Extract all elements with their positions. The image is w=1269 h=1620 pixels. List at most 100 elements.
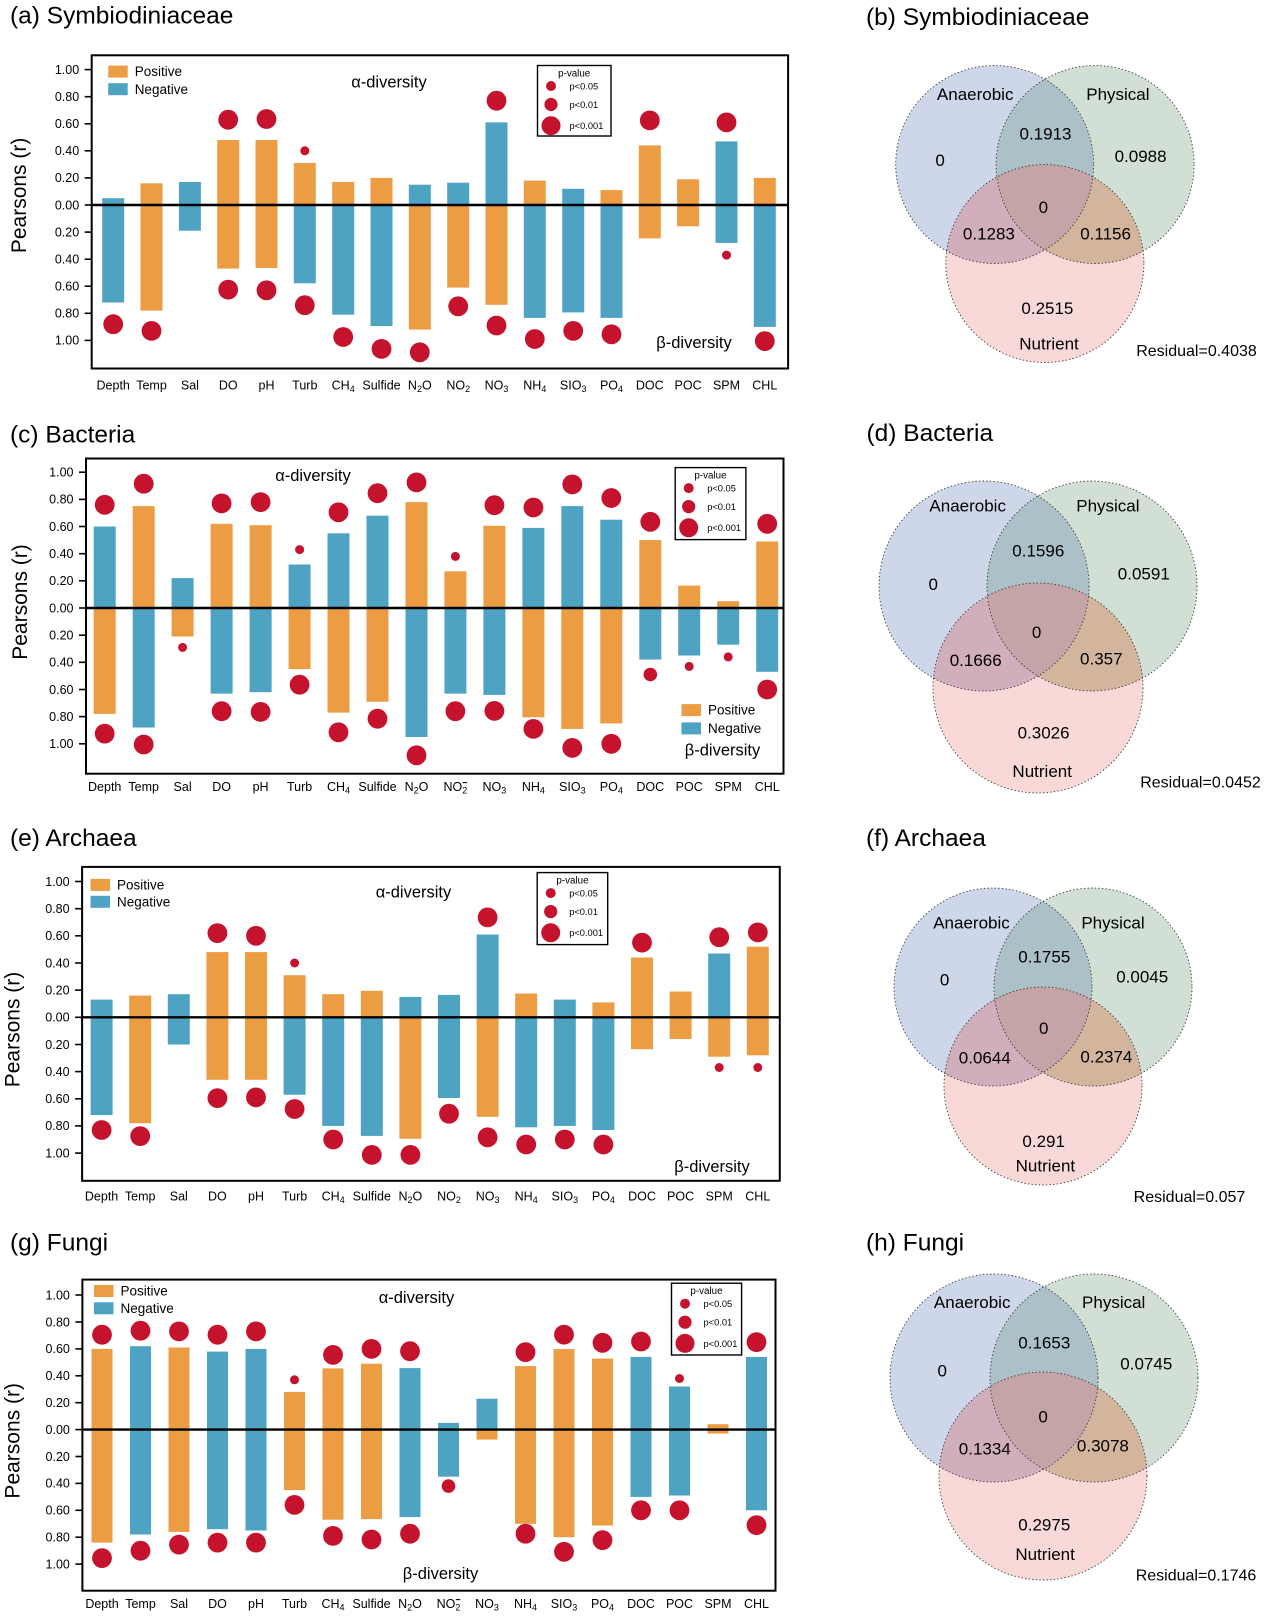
svg-text:Sulfide: Sulfide xyxy=(353,1190,391,1204)
svg-text:Turb: Turb xyxy=(282,1597,307,1611)
svg-text:0.80: 0.80 xyxy=(46,1315,70,1329)
svg-text:0.40: 0.40 xyxy=(45,1065,69,1079)
svg-text:0.80: 0.80 xyxy=(55,90,79,104)
svg-text:POC: POC xyxy=(675,379,702,393)
svg-text:Sulfide: Sulfide xyxy=(362,379,400,393)
svg-text:Residual=0.057: Residual=0.057 xyxy=(1134,1189,1246,1206)
svg-text:1.00: 1.00 xyxy=(49,737,73,751)
svg-text:(g) Fungi: (g) Fungi xyxy=(10,1229,108,1256)
svg-text:N2O: N2O xyxy=(405,780,429,796)
svg-text:NO2: NO2 xyxy=(444,780,468,796)
svg-text:Turb: Turb xyxy=(282,1190,307,1204)
svg-text:0.20: 0.20 xyxy=(55,171,79,185)
svg-text:CH4: CH4 xyxy=(332,379,355,395)
svg-text:Anaerobic: Anaerobic xyxy=(934,1293,1011,1312)
svg-text:SPM: SPM xyxy=(713,379,740,393)
svg-text:Depth: Depth xyxy=(97,379,130,393)
svg-text:0.2374: 0.2374 xyxy=(1080,1048,1132,1067)
svg-text:0.40: 0.40 xyxy=(55,253,79,267)
svg-text:PO4: PO4 xyxy=(600,379,623,395)
svg-text:Positive: Positive xyxy=(117,878,164,893)
svg-text:Turb: Turb xyxy=(287,780,312,794)
svg-text:Sal: Sal xyxy=(181,379,199,393)
svg-text:NH4: NH4 xyxy=(514,1597,537,1613)
svg-text:Negative: Negative xyxy=(708,721,761,736)
svg-text:0.1334: 0.1334 xyxy=(959,1440,1011,1459)
svg-text:0: 0 xyxy=(937,1361,946,1380)
svg-text:DOC: DOC xyxy=(628,1190,656,1204)
svg-text:0.20: 0.20 xyxy=(45,983,69,997)
svg-text:SPM: SPM xyxy=(704,1597,731,1611)
svg-text:Pearsons (r): Pearsons (r) xyxy=(2,972,25,1088)
svg-text:0.40: 0.40 xyxy=(49,547,73,561)
svg-text:Sal: Sal xyxy=(170,1190,188,1204)
svg-text:0.3026: 0.3026 xyxy=(1018,724,1070,743)
svg-text:Sulfide: Sulfide xyxy=(358,780,396,794)
svg-text:0.20: 0.20 xyxy=(49,629,73,643)
svg-text:Physical: Physical xyxy=(1076,496,1139,515)
svg-text:1.00: 1.00 xyxy=(46,1288,70,1302)
svg-text:Nutrient: Nutrient xyxy=(1016,1156,1076,1175)
svg-text:0.60: 0.60 xyxy=(55,117,79,131)
svg-text:β-diversity: β-diversity xyxy=(656,334,732,352)
svg-text:Physical: Physical xyxy=(1081,914,1144,933)
svg-text:0.80: 0.80 xyxy=(55,307,79,321)
svg-text:0.80: 0.80 xyxy=(49,710,73,724)
svg-text:Temp: Temp xyxy=(128,780,159,794)
svg-text:DO: DO xyxy=(219,379,238,393)
svg-text:Negative: Negative xyxy=(135,82,188,97)
svg-text:(f) Archaea: (f) Archaea xyxy=(866,825,986,852)
svg-text:pH: pH xyxy=(248,1597,264,1611)
svg-text:Positive: Positive xyxy=(121,1284,168,1299)
svg-text:(b) Symbiodiniaceae: (b) Symbiodiniaceae xyxy=(866,4,1089,31)
svg-text:Pearsons (r): Pearsons (r) xyxy=(2,1383,25,1499)
svg-text:p<0.05: p<0.05 xyxy=(569,889,598,899)
svg-text:CH4: CH4 xyxy=(327,780,350,796)
svg-text:0: 0 xyxy=(1038,1408,1047,1427)
svg-text:NH4: NH4 xyxy=(515,1190,538,1206)
svg-text:0.1755: 0.1755 xyxy=(1018,948,1070,967)
svg-text:1.00: 1.00 xyxy=(46,1557,70,1571)
svg-text:0.1596: 0.1596 xyxy=(1012,541,1064,560)
svg-text:0.40: 0.40 xyxy=(45,956,69,970)
svg-text:1.00: 1.00 xyxy=(49,466,73,480)
svg-text:NO3: NO3 xyxy=(475,1597,499,1613)
svg-text:Residual=0.4038: Residual=0.4038 xyxy=(1136,343,1257,360)
svg-text:0.3078: 0.3078 xyxy=(1077,1437,1129,1456)
svg-text:N2O: N2O xyxy=(399,1190,423,1206)
svg-text:β-diversity: β-diversity xyxy=(403,1565,479,1583)
svg-text:Physical: Physical xyxy=(1086,85,1149,104)
svg-text:NH4: NH4 xyxy=(522,780,545,796)
svg-text:0.40: 0.40 xyxy=(55,144,79,158)
svg-text:POC: POC xyxy=(667,1190,694,1204)
svg-text:DOC: DOC xyxy=(636,379,664,393)
svg-text:PO4: PO4 xyxy=(592,1190,615,1206)
svg-text:β-diversity: β-diversity xyxy=(674,1158,750,1176)
svg-text:CH4: CH4 xyxy=(321,1597,344,1613)
svg-text:POC: POC xyxy=(676,780,703,794)
svg-text:NO3: NO3 xyxy=(476,1190,500,1206)
svg-text:(d) Bacteria: (d) Bacteria xyxy=(867,420,994,447)
svg-text:Negative: Negative xyxy=(117,894,170,909)
svg-text:p-value: p-value xyxy=(558,68,591,79)
svg-text:0.40: 0.40 xyxy=(46,1477,70,1491)
svg-text:1.00: 1.00 xyxy=(55,63,79,77)
svg-text:p<0.05: p<0.05 xyxy=(707,484,736,494)
svg-text:0: 0 xyxy=(928,575,937,594)
svg-text:1.00: 1.00 xyxy=(45,1146,69,1160)
svg-text:Depth: Depth xyxy=(88,780,121,794)
svg-text:0.80: 0.80 xyxy=(45,902,69,916)
svg-text:0.20: 0.20 xyxy=(46,1450,70,1464)
svg-text:pH: pH xyxy=(253,780,269,794)
svg-text:NO2: NO2 xyxy=(446,379,470,395)
svg-text:Physical: Physical xyxy=(1082,1293,1145,1312)
svg-text:pH: pH xyxy=(259,379,275,393)
svg-text:0.1283: 0.1283 xyxy=(963,224,1015,243)
svg-text:1.00: 1.00 xyxy=(55,334,79,348)
svg-text:NO3: NO3 xyxy=(485,379,509,395)
svg-text:β-diversity: β-diversity xyxy=(685,742,761,760)
svg-text:0.0591: 0.0591 xyxy=(1118,564,1170,583)
svg-text:Residual=0.1746: Residual=0.1746 xyxy=(1136,1568,1257,1585)
svg-text:0.1913: 0.1913 xyxy=(1020,124,1072,143)
svg-text:Depth: Depth xyxy=(85,1597,118,1611)
